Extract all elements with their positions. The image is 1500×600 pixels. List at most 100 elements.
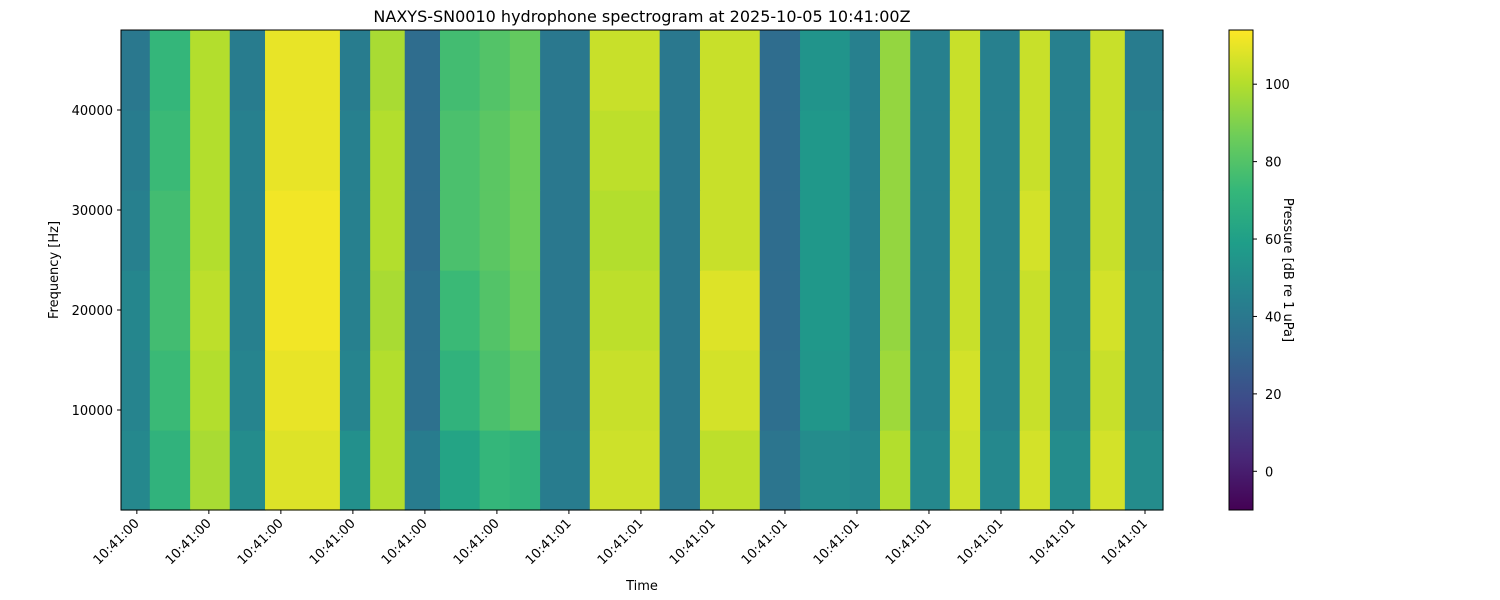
heatmap-cell	[910, 270, 951, 351]
heatmap-cell	[121, 350, 151, 431]
heatmap-cell	[440, 110, 481, 191]
heatmap-cell	[759, 430, 801, 511]
heatmap-cell	[949, 190, 981, 271]
y-tick-label: 20000	[72, 304, 113, 319]
x-tick-label: 10:41:00	[163, 516, 215, 568]
heatmap-cell	[910, 190, 951, 271]
heatmap-cell	[479, 270, 511, 351]
heatmap-cell	[440, 350, 481, 431]
heatmap-cell	[440, 270, 481, 351]
colorbar-tick-label: 100	[1265, 78, 1290, 93]
heatmap-cell	[540, 430, 591, 511]
heatmap-cell	[440, 190, 481, 271]
heatmap-cell	[800, 30, 851, 111]
heatmap-cell	[149, 270, 191, 351]
heatmap-cell	[190, 190, 231, 271]
heatmap-cell	[980, 430, 1021, 511]
heatmap-cell	[1124, 190, 1164, 271]
heatmap-cell	[121, 110, 151, 191]
heatmap-cell	[659, 190, 701, 271]
x-tick-label: 10:41:01	[1099, 516, 1151, 568]
y-tick-label: 30000	[72, 204, 113, 219]
x-tick-label: 10:41:01	[523, 516, 575, 568]
heatmap	[121, 30, 1164, 511]
y-tick-label: 10000	[72, 404, 113, 419]
heatmap-cell	[370, 190, 406, 271]
heatmap-cell	[265, 270, 341, 351]
heatmap-cell	[699, 190, 761, 271]
heatmap-cell	[589, 350, 661, 431]
heatmap-cell	[229, 270, 266, 351]
heatmap-cell	[149, 430, 191, 511]
heatmap-cell	[121, 430, 151, 511]
heatmap-cell	[440, 30, 481, 111]
heatmap-cell	[1019, 190, 1051, 271]
heatmap-cell	[149, 190, 191, 271]
heatmap-cell	[699, 270, 761, 351]
heatmap-cell	[759, 350, 801, 431]
heatmap-cell	[540, 30, 591, 111]
heatmap-cell	[509, 430, 541, 511]
heatmap-cell	[800, 270, 851, 351]
heatmap-cell	[1090, 270, 1126, 351]
heatmap-cell	[540, 190, 591, 271]
heatmap-cell	[759, 270, 801, 351]
heatmap-cell	[949, 110, 981, 191]
heatmap-cell	[879, 190, 911, 271]
colorbar-tick-label: 80	[1265, 156, 1282, 171]
x-tick-label: 10:41:00	[307, 516, 359, 568]
heatmap-cell	[1049, 350, 1091, 431]
heatmap-cell	[339, 190, 371, 271]
heatmap-cell	[949, 270, 981, 351]
heatmap-cell	[479, 190, 511, 271]
heatmap-cell	[879, 110, 911, 191]
x-tick-label: 10:41:01	[955, 516, 1007, 568]
heatmap-cell	[370, 430, 406, 511]
heatmap-cell	[1124, 430, 1164, 511]
heatmap-cell	[879, 350, 911, 431]
heatmap-cell	[265, 110, 341, 191]
heatmap-cell	[404, 110, 441, 191]
heatmap-cell	[229, 110, 266, 191]
heatmap-cell	[699, 430, 761, 511]
heatmap-cell	[149, 30, 191, 111]
heatmap-cell	[265, 30, 341, 111]
heatmap-cell	[800, 350, 851, 431]
heatmap-cell	[1019, 350, 1051, 431]
x-tick-label: 10:41:01	[595, 516, 647, 568]
plot-frame	[120, 29, 1164, 511]
heatmap-cell	[659, 350, 701, 431]
heatmap-cell	[149, 110, 191, 191]
heatmap-cell	[949, 430, 981, 511]
heatmap-cell	[370, 350, 406, 431]
heatmap-cell	[265, 350, 341, 431]
heatmap-cell	[339, 30, 371, 111]
heatmap-cell	[229, 30, 266, 111]
heatmap-cell	[1019, 270, 1051, 351]
y-tick-label: 40000	[72, 104, 113, 119]
heatmap-cell	[1049, 30, 1091, 111]
heatmap-cell	[339, 270, 371, 351]
heatmap-cell	[659, 430, 701, 511]
heatmap-cell	[339, 110, 371, 191]
heatmap-cell	[980, 350, 1021, 431]
heatmap-cell	[229, 190, 266, 271]
heatmap-cell	[1124, 350, 1164, 431]
x-tick-label: 10:41:01	[739, 516, 791, 568]
heatmap-cell	[265, 430, 341, 511]
heatmap-cell	[589, 190, 661, 271]
x-tick-label: 10:41:01	[883, 516, 935, 568]
heatmap-cell	[589, 430, 661, 511]
heatmap-cell	[479, 430, 511, 511]
heatmap-cell	[1124, 110, 1164, 191]
heatmap-cell	[265, 190, 341, 271]
heatmap-cell	[149, 350, 191, 431]
heatmap-cell	[1124, 30, 1164, 111]
colorbar-tick-label: 20	[1265, 388, 1282, 403]
heatmap-cell	[479, 30, 511, 111]
x-tick-label: 10:41:00	[91, 516, 143, 568]
heatmap-cell	[479, 350, 511, 431]
heatmap-cell	[980, 190, 1021, 271]
heatmap-cell	[540, 110, 591, 191]
heatmap-cell	[849, 110, 881, 191]
